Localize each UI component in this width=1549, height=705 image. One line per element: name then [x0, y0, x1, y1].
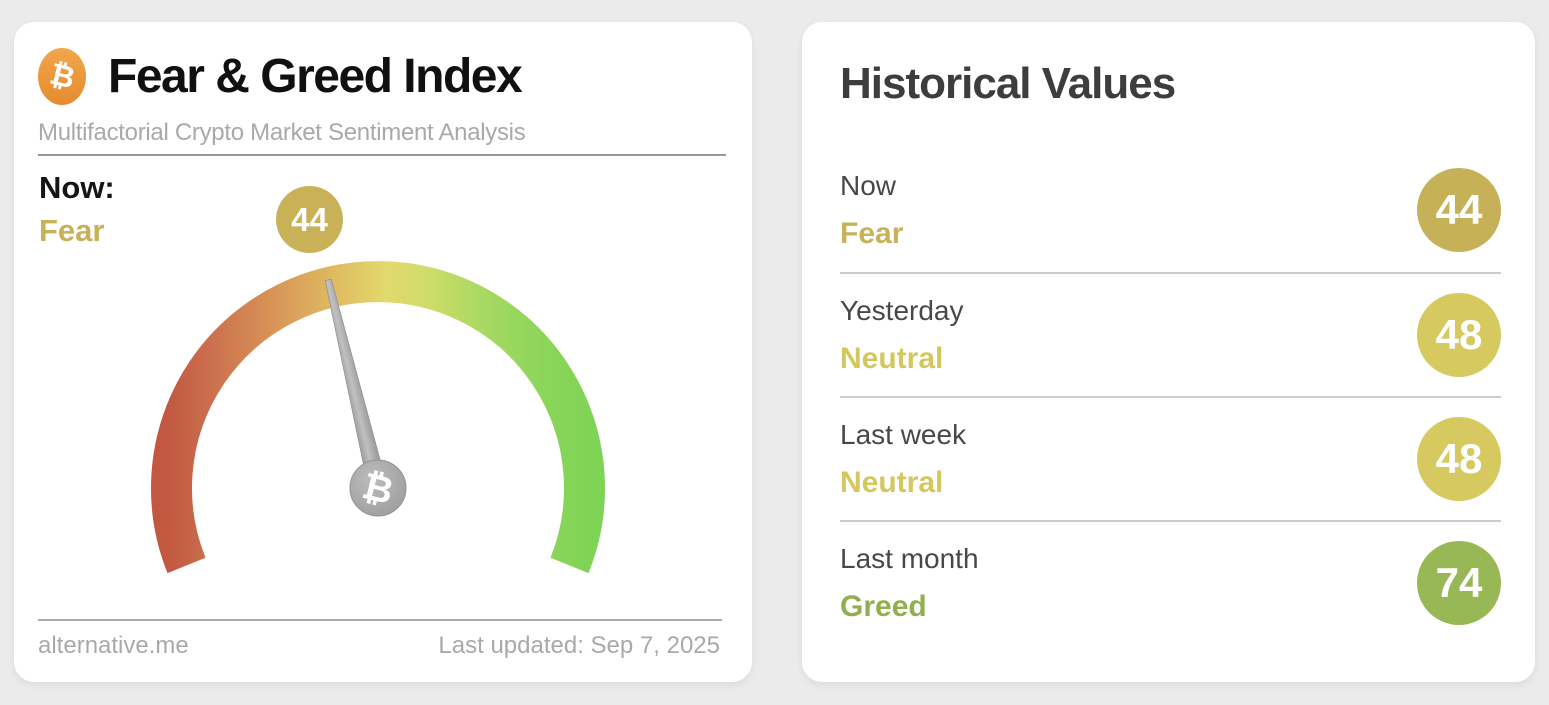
row-value-badge: 48 — [1417, 417, 1501, 501]
now-classification: Fear — [39, 213, 105, 248]
now-label: Now: — [39, 170, 115, 205]
row-classification: Fear — [840, 216, 904, 250]
historical-row-yesterday: Yesterday Neutral 48 — [840, 272, 1501, 396]
bitcoin-icon: ₿ — [38, 48, 86, 105]
row-classification: Neutral — [840, 465, 944, 499]
source-link: alternative.me — [38, 632, 189, 659]
historical-row-last-month: Last month Greed 74 — [840, 520, 1501, 644]
historical-values-title: Historical Values — [840, 59, 1176, 108]
card-title: Fear & Greed Index — [108, 49, 523, 103]
row-classification: Greed — [840, 589, 927, 623]
gauge-pivot — [349, 459, 407, 517]
footer-divider — [38, 619, 722, 621]
fear-greed-card: ₿ Fear & Greed Index Multifactorial Cryp… — [14, 22, 752, 682]
card-footer: alternative.me Last updated: Sep 7, 2025 — [38, 632, 720, 660]
bitcoin-glyph: ₿ — [46, 56, 79, 96]
historical-values-card: Historical Values Now Fear 44 Yesterday … — [802, 22, 1535, 682]
last-updated-text: Last updated: Sep 7, 2025 — [438, 632, 720, 659]
row-value-badge: 48 — [1417, 293, 1501, 377]
historical-row-last-week: Last week Neutral 48 — [840, 396, 1501, 520]
gauge-arc — [151, 261, 605, 574]
row-period-label: Now — [840, 169, 897, 201]
row-period-label: Yesterday — [840, 294, 964, 326]
row-value-badge: 74 — [1417, 541, 1501, 625]
historical-rows: Now Fear 44 Yesterday Neutral 48 Last we… — [840, 148, 1501, 644]
now-block: Now: Fear — [39, 172, 115, 246]
sentiment-gauge: ₿ — [151, 261, 605, 574]
current-value-badge: 44 — [276, 186, 343, 253]
row-period-label: Last week — [840, 418, 967, 450]
row-value-badge: 44 — [1417, 168, 1501, 252]
row-classification: Neutral — [840, 341, 944, 375]
card-subtitle: Multifactorial Crypto Market Sentiment A… — [38, 119, 526, 146]
fear-greed-header: ₿ Fear & Greed Index — [38, 48, 523, 105]
historical-row-now: Now Fear 44 — [840, 148, 1501, 272]
row-period-label: Last month — [840, 542, 979, 574]
header-divider — [38, 154, 726, 156]
